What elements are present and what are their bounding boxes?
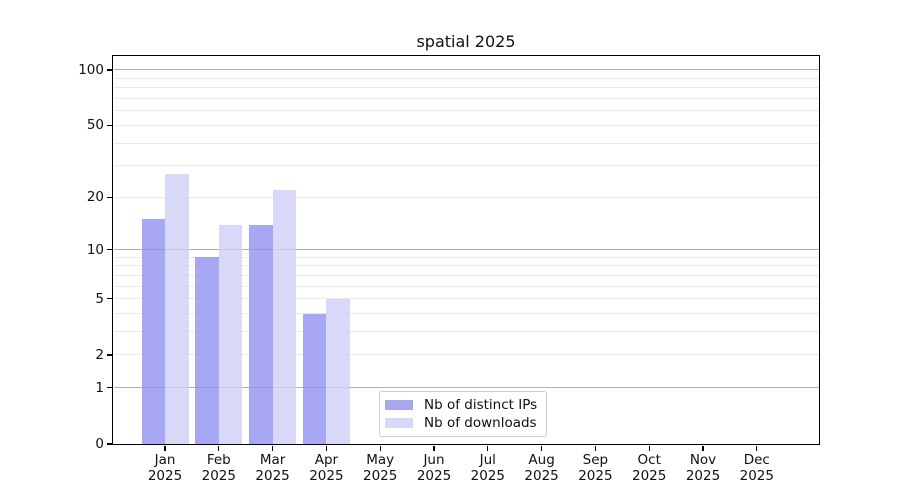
- bar-downloads: [165, 173, 189, 444]
- x-tick-label: May 2025: [363, 452, 398, 484]
- bar-distinct-ips: [141, 219, 165, 444]
- x-tick: [271, 445, 274, 451]
- gridline-major: [113, 69, 819, 71]
- gridline-major: [113, 387, 819, 389]
- y-tick-label: 1: [95, 379, 104, 396]
- x-tick-label: Aug 2025: [524, 452, 559, 484]
- x-tick-label: Dec 2025: [739, 452, 774, 484]
- x-tick: [540, 445, 543, 451]
- gridline-minor: [113, 196, 819, 198]
- bar-downloads: [218, 224, 243, 444]
- y-tick-label: 5: [95, 290, 104, 307]
- x-tick: [433, 445, 435, 451]
- y-tick: [107, 298, 112, 300]
- x-tick: [325, 445, 328, 451]
- x-tick: [218, 445, 220, 451]
- y-tick-label: 100: [78, 61, 104, 78]
- bar-downloads: [326, 298, 350, 444]
- legend-label: Nb of downloads: [424, 415, 537, 431]
- x-tick-label: Mar 2025: [255, 452, 290, 484]
- x-tick-label: Jun 2025: [416, 452, 452, 484]
- y-tick: [107, 124, 112, 126]
- x-tick: [379, 445, 381, 451]
- gridline-minor: [113, 110, 819, 112]
- gridline-major: [113, 249, 819, 251]
- y-tick: [107, 354, 112, 356]
- bar-distinct-ips: [195, 257, 219, 444]
- legend-swatch-downloads: [385, 418, 413, 428]
- gridline-minor: [113, 298, 819, 300]
- y-tick-label: 20: [86, 189, 104, 206]
- x-tick: [702, 445, 704, 451]
- x-tick-label: Sep 2025: [578, 452, 613, 484]
- y-tick: [107, 443, 112, 445]
- bar-downloads: [272, 189, 297, 444]
- legend: Nb of distinct IPs Nb of downloads: [379, 391, 547, 437]
- y-tick: [107, 69, 112, 71]
- gridline-minor: [113, 98, 819, 100]
- gridline-minor: [113, 354, 819, 356]
- x-tick: [487, 445, 489, 451]
- x-tick-label: Nov 2025: [685, 452, 721, 484]
- y-tick-label: 2: [95, 346, 104, 363]
- x-tick-label: Feb 2025: [201, 452, 236, 484]
- x-tick-label: Apr 2025: [309, 452, 344, 484]
- y-tick: [107, 249, 112, 251]
- gridline-minor: [113, 87, 819, 89]
- gridline-minor: [113, 124, 819, 126]
- axes-frame: [112, 55, 820, 445]
- y-tick-label: 10: [86, 241, 104, 258]
- gridline-minor: [113, 256, 819, 258]
- x-tick: [164, 445, 166, 451]
- legend-item-downloads: Nb of downloads: [384, 414, 546, 432]
- legend-swatch-distinct-ips: [385, 400, 413, 410]
- bar-distinct-ips: [249, 224, 273, 444]
- chart-title: spatial 2025: [416, 32, 516, 51]
- x-tick: [594, 445, 597, 451]
- gridline-minor: [113, 142, 819, 144]
- gridline-minor: [113, 331, 819, 333]
- gridline-minor: [113, 274, 819, 276]
- x-tick: [756, 445, 758, 451]
- legend-item-distinct-ips: Nb of distinct IPs: [384, 396, 546, 414]
- gridline-minor: [113, 285, 819, 287]
- gridline-minor: [113, 77, 819, 79]
- gridline-minor: [113, 165, 819, 167]
- y-tick-label: 50: [86, 117, 104, 134]
- x-tick-label: Jan 2025: [147, 452, 183, 484]
- gridline-minor: [113, 265, 819, 267]
- x-tick-label: Oct 2025: [632, 452, 667, 484]
- gridline-minor: [113, 313, 819, 315]
- x-tick: [648, 445, 650, 451]
- legend-label: Nb of distinct IPs: [424, 397, 538, 413]
- y-tick: [107, 196, 112, 198]
- bar-distinct-ips: [302, 313, 327, 444]
- y-tick-label: 0: [95, 436, 104, 452]
- x-tick-label: Jul 2025: [470, 452, 505, 484]
- y-tick: [107, 387, 112, 389]
